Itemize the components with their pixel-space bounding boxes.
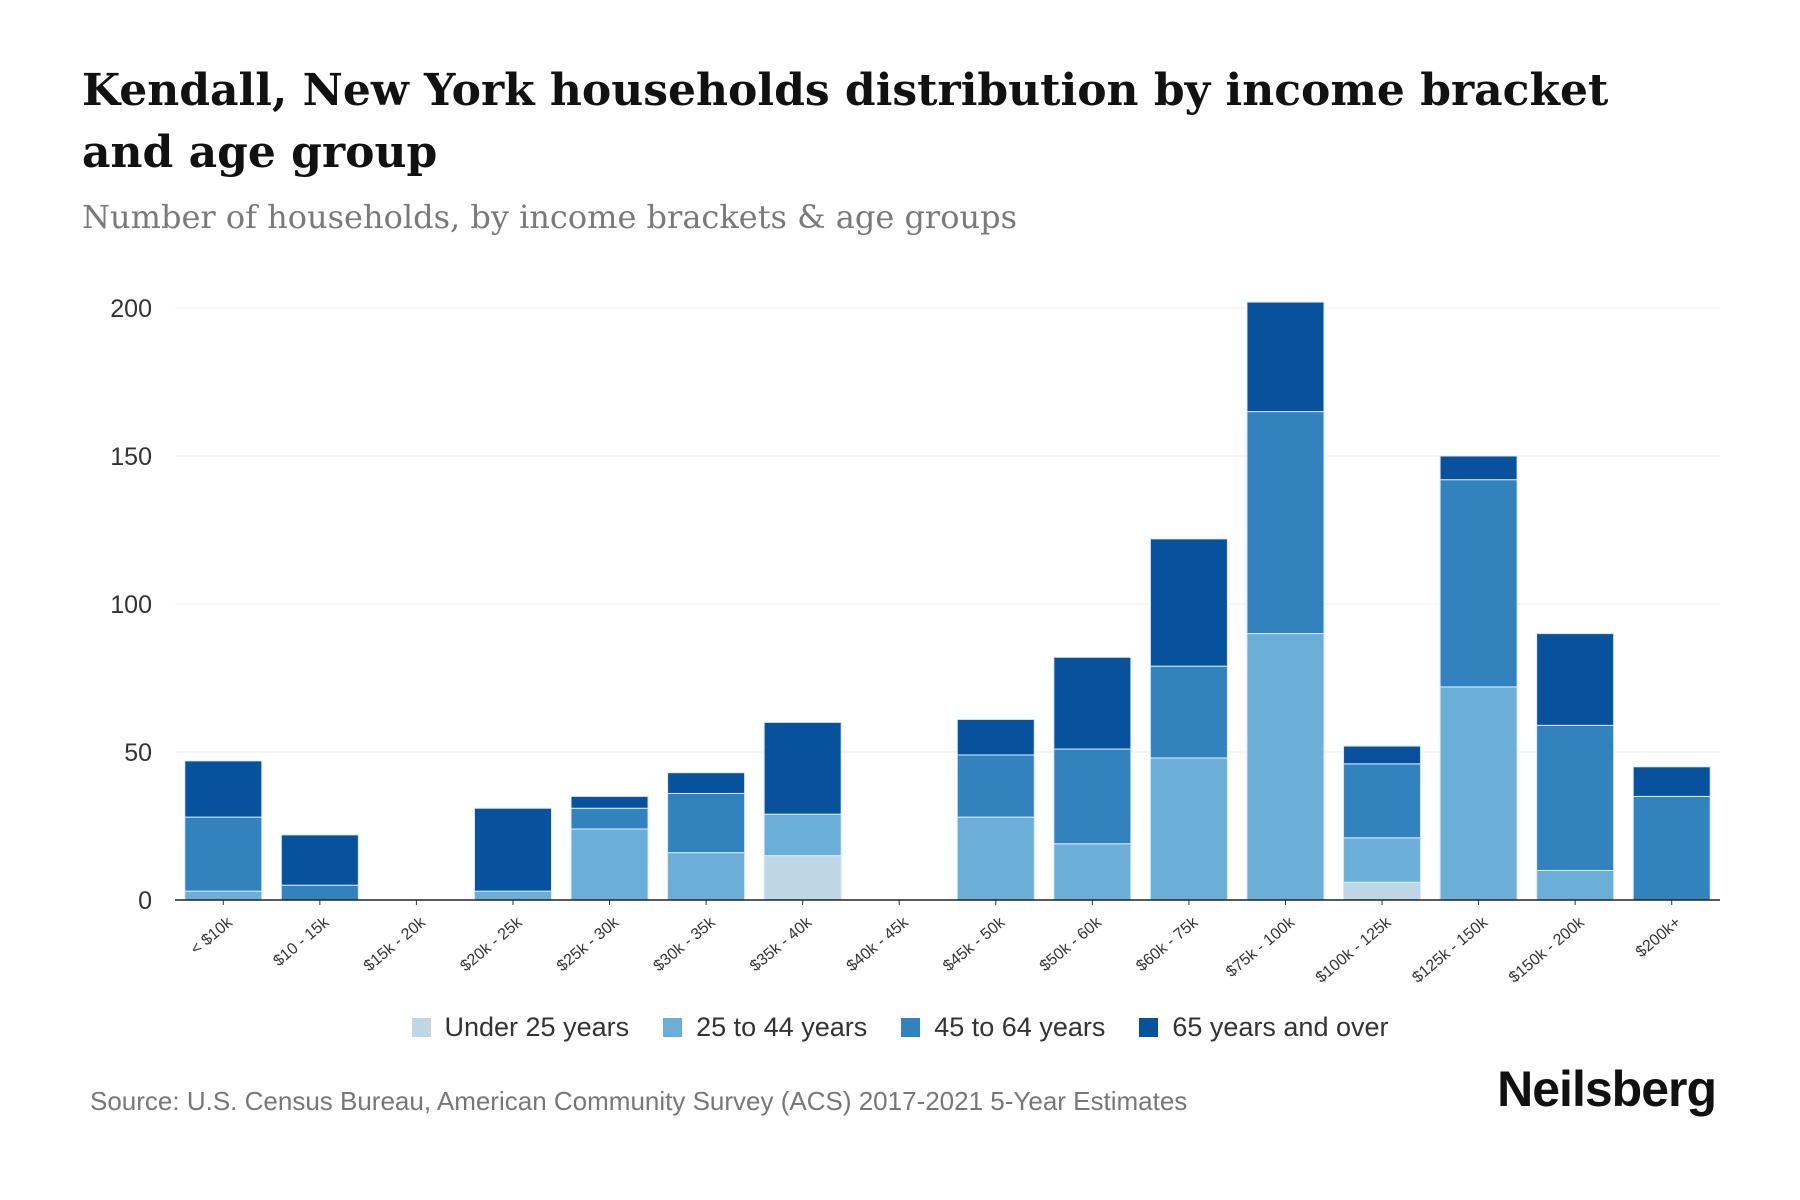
bar-segment — [667, 772, 746, 794]
bar-segment — [956, 718, 1035, 756]
bar-segment — [1536, 869, 1615, 901]
chart-title: Kendall, New York households distributio… — [82, 65, 1609, 178]
bar-segment — [1632, 766, 1711, 797]
x-tick-label: $25k - 30k — [554, 913, 623, 975]
bar-segment — [1343, 763, 1422, 839]
bar-segment — [1439, 479, 1518, 688]
x-tick-label: < $10k — [188, 913, 237, 958]
bar-segment — [1149, 665, 1228, 759]
x-tick-label: $20k - 25k — [457, 913, 526, 975]
bar-segment — [1053, 748, 1132, 845]
x-tick-label: $200k+ — [1633, 914, 1684, 961]
legend-swatch — [663, 1018, 683, 1037]
x-tick-label: $40k - 45k — [844, 913, 913, 975]
x-tick-label: $50k - 60k — [1037, 913, 1106, 975]
source-note: Source: U.S. Census Bureau, American Com… — [90, 1086, 1188, 1116]
bar-segment — [1343, 881, 1422, 901]
legend-label: 25 to 44 years — [696, 1012, 868, 1042]
y-tick-label: 150 — [110, 443, 152, 471]
bar-segment — [280, 834, 359, 886]
bar-segment — [280, 884, 359, 901]
bar-segment — [763, 813, 842, 857]
legend: Under 25 years 25 to 44 years 45 to 64 yea… — [0, 1012, 1800, 1043]
bar-segment — [1149, 757, 1228, 901]
bar-segment — [1343, 837, 1422, 883]
x-tick-label: $15k - 20k — [361, 913, 430, 975]
legend-swatch — [1139, 1018, 1159, 1037]
bar-segment — [473, 807, 552, 892]
y-tick-label: 200 — [110, 295, 152, 323]
x-tick-label: $10 - 15k — [270, 913, 333, 970]
y-tick-label: 100 — [110, 591, 152, 619]
bar-segment — [763, 855, 842, 901]
x-tick-label: $125k - 150k — [1409, 913, 1492, 986]
legend-swatch — [901, 1018, 921, 1037]
bar-segment — [1246, 633, 1325, 901]
y-tick-label: 0 — [138, 887, 152, 915]
bar-segment — [184, 816, 263, 892]
x-tick-label: $150k - 200k — [1506, 913, 1589, 986]
legend-item: 45 to 64 years — [901, 1012, 1105, 1043]
bar-segment — [1053, 656, 1132, 750]
legend-item: 25 to 44 years — [663, 1012, 867, 1043]
bar-segment — [1536, 724, 1615, 871]
bar-segment — [473, 890, 552, 901]
bar-segment — [956, 816, 1035, 901]
legend-label: 65 years and over — [1172, 1012, 1389, 1042]
chart-area: 0 50 100 150 200 < $10k $10 - 15k $15k - 20k $20… — [110, 295, 1720, 987]
legend-label: Under 25 years — [444, 1012, 630, 1042]
bar-segment — [1149, 538, 1228, 667]
bar-segment — [1053, 843, 1132, 901]
bar-segment — [184, 760, 263, 818]
bar-segment — [1246, 301, 1325, 413]
legend-label: 45 to 64 years — [934, 1012, 1106, 1042]
bar-segment — [1536, 633, 1615, 726]
bar-segment — [1632, 795, 1711, 901]
x-tick-label: $60k - 75k — [1133, 913, 1202, 975]
bar-segment — [570, 795, 649, 809]
bar-segment — [956, 754, 1035, 818]
neilsberg-logo: Neilsberg — [1497, 1061, 1717, 1117]
bar-segment — [1439, 686, 1518, 901]
chart-subtitle: Number of households, by income brackets… — [82, 198, 1017, 236]
x-tick-label: $75k - 100k — [1223, 913, 1299, 980]
legend-item: 65 years and over — [1139, 1012, 1389, 1043]
legend-item: Under 25 years — [411, 1012, 630, 1043]
y-tick-label: 50 — [124, 739, 152, 767]
bar-segment — [570, 828, 649, 901]
bar-segment — [667, 852, 746, 901]
legend-swatch — [411, 1018, 431, 1037]
bar-segment — [570, 807, 649, 830]
x-tick-label: $45k - 50k — [940, 913, 1009, 975]
bar-segment — [1246, 411, 1325, 635]
x-tick-label: $35k - 40k — [747, 913, 816, 975]
x-tick-label: $30k - 35k — [650, 913, 719, 975]
bar-segment — [763, 721, 842, 815]
bar-segment — [667, 792, 746, 854]
bar-segment — [1343, 745, 1422, 765]
x-tick-label: $100k - 125k — [1313, 913, 1396, 986]
bar-segment — [184, 890, 263, 901]
bar-segment — [1439, 455, 1518, 481]
